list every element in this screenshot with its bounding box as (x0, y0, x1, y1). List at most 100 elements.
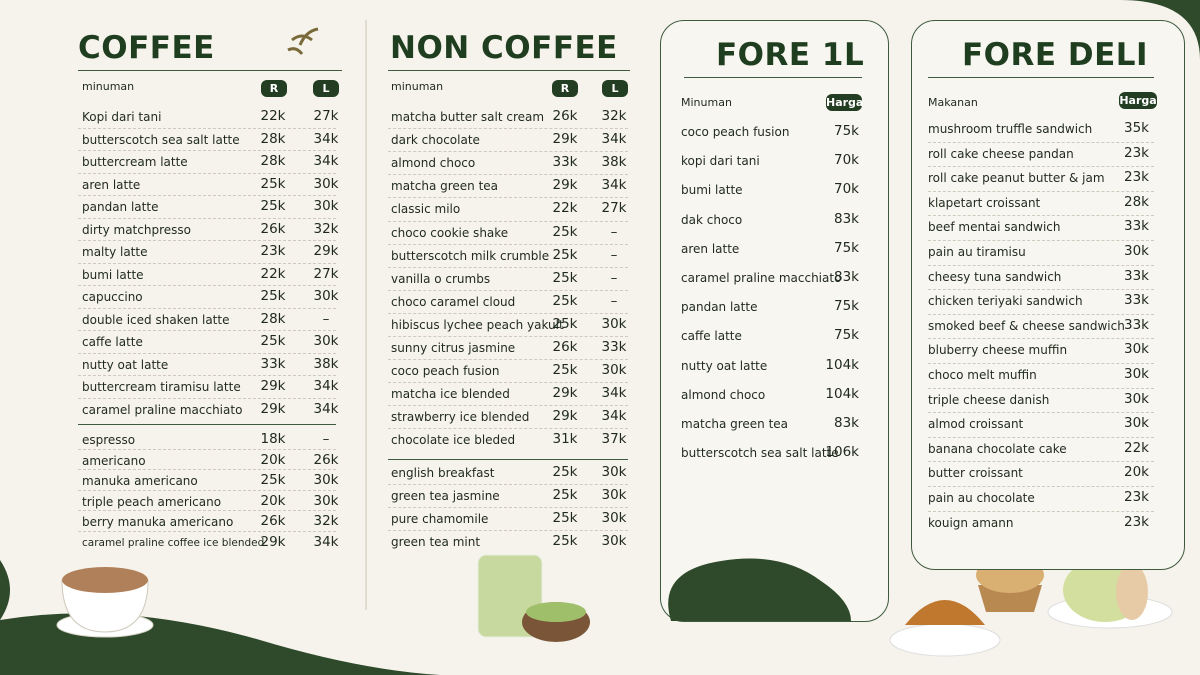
section-title: COFFEE (78, 30, 215, 66)
item-price: 104k (825, 356, 859, 373)
item-price: 25k (260, 288, 286, 304)
item-name: chocolate ice bleded (391, 433, 516, 448)
item-price: – (610, 246, 618, 263)
item-name: chicken teriyaki sandwich (928, 294, 1083, 309)
item-price: 34k (601, 385, 627, 402)
item-name: dirty matchpresso (82, 222, 191, 237)
item-name: kopi dari tani (681, 154, 760, 169)
item-name: green tea jasmine (391, 489, 500, 503)
item-price: 25k (552, 315, 578, 332)
row-separator (928, 510, 1154, 512)
item-price: 29k (260, 378, 286, 394)
item-price: 27k (313, 265, 339, 282)
item-name: malty latte (82, 245, 148, 259)
item-price: 25k (552, 487, 578, 503)
row-separator (388, 484, 628, 485)
row-separator (928, 215, 1154, 217)
row-separator (928, 264, 1154, 266)
item-price: 23k (260, 243, 286, 259)
item-price: 29k (552, 385, 578, 402)
item-price: 75k (834, 298, 859, 315)
item-price: 22k (552, 200, 578, 217)
item-name: choco cookie shake (391, 225, 509, 240)
item-name: dark chocolate (391, 133, 480, 148)
item-price: – (610, 223, 618, 240)
item-name: pain au tiramisu (928, 245, 1026, 259)
row-separator (78, 127, 336, 129)
row-separator (78, 352, 336, 354)
row-separator (78, 375, 336, 376)
item-price: 29k (313, 243, 339, 259)
item-name: mushroom truffle sandwich (928, 122, 1093, 136)
item-name: coco peach fusion (391, 364, 500, 379)
row-separator (78, 448, 336, 450)
item-name: espresso (82, 433, 136, 447)
item-name: choco melt muffin (928, 368, 1037, 382)
item-price: 34k (601, 131, 627, 148)
item-price: 34k (313, 153, 339, 169)
item-price: 25k (260, 333, 286, 349)
row-separator (78, 469, 336, 470)
item-price: 32k (313, 220, 339, 237)
item-name: manuka americano (82, 474, 198, 488)
item-price: 30k (313, 288, 339, 304)
row-separator (388, 174, 628, 176)
item-price: 37k (601, 431, 627, 448)
item-price: 104k (825, 385, 859, 402)
item-price: 75k (834, 239, 859, 256)
item-name: pandan latte (681, 300, 758, 315)
item-price: 25k (552, 269, 578, 286)
item-price: 30k (601, 362, 627, 379)
item-price: 25k (552, 510, 578, 526)
item-price: 28k (260, 130, 286, 147)
item-name: english breakfast (391, 466, 495, 480)
row-separator (78, 530, 336, 532)
item-name: caramel praline macchiato (681, 271, 842, 285)
price-header: Harga (826, 94, 864, 111)
item-price: 30k (601, 464, 627, 480)
item-price: 23k (1124, 169, 1149, 186)
item-name: bumi latte (681, 183, 743, 198)
header-rule (684, 77, 862, 78)
item-name: caffe latte (82, 335, 143, 349)
item-price: 26k (260, 513, 286, 529)
item-price: 34k (601, 177, 627, 194)
item-name: smoked beef & cheese sandwich (928, 318, 1125, 333)
item-price: 30k (313, 472, 339, 488)
item-price: 30k (601, 487, 627, 503)
row-separator (78, 240, 336, 241)
header-rule (388, 70, 630, 71)
price-header: L (602, 80, 628, 97)
row-separator (928, 387, 1154, 389)
row-separator (928, 313, 1154, 315)
item-price: 30k (313, 175, 339, 192)
item-name: bumi latte (82, 267, 144, 282)
row-separator (388, 312, 628, 314)
item-price: 34k (313, 400, 339, 417)
item-price: 30k (601, 533, 627, 549)
row-separator (78, 195, 336, 196)
item-price: 25k (260, 198, 286, 214)
card-wave (668, 558, 851, 621)
row-separator (388, 336, 628, 337)
item-name: green tea mint (391, 535, 481, 549)
item-name: pandan latte (82, 200, 159, 214)
item-price: 30k (601, 315, 627, 332)
item-price: 106k (825, 444, 859, 461)
item-price: 29k (552, 131, 578, 148)
row-separator (388, 151, 628, 153)
item-name: nutty oat latte (681, 358, 768, 373)
row-separator (928, 461, 1154, 463)
item-price: 30k (313, 333, 339, 349)
item-price: 70k (834, 181, 859, 198)
item-price: 33k (1124, 267, 1149, 284)
item-price: 33k (1124, 292, 1149, 309)
item-name: nutty oat latte (82, 357, 169, 372)
item-name: bluberry cheese muffin (928, 343, 1068, 358)
row-separator (388, 266, 628, 268)
price-header: Harga (1119, 92, 1157, 109)
item-price: 33k (552, 154, 578, 171)
item-name: aren latte (681, 241, 740, 256)
item-name: almond choco (681, 387, 766, 402)
item-name: coco peach fusion (681, 125, 790, 139)
